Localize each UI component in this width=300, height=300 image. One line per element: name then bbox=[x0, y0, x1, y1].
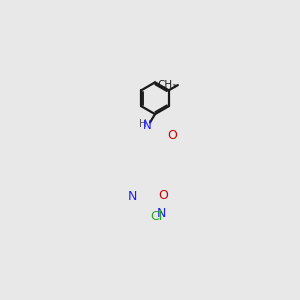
Text: N: N bbox=[143, 119, 152, 132]
Text: H: H bbox=[140, 119, 147, 129]
Text: N: N bbox=[156, 207, 166, 220]
Text: CH₃: CH₃ bbox=[157, 80, 177, 90]
Text: Cl: Cl bbox=[150, 210, 162, 223]
Text: N: N bbox=[128, 190, 137, 202]
Text: O: O bbox=[167, 129, 177, 142]
Text: O: O bbox=[158, 189, 168, 202]
